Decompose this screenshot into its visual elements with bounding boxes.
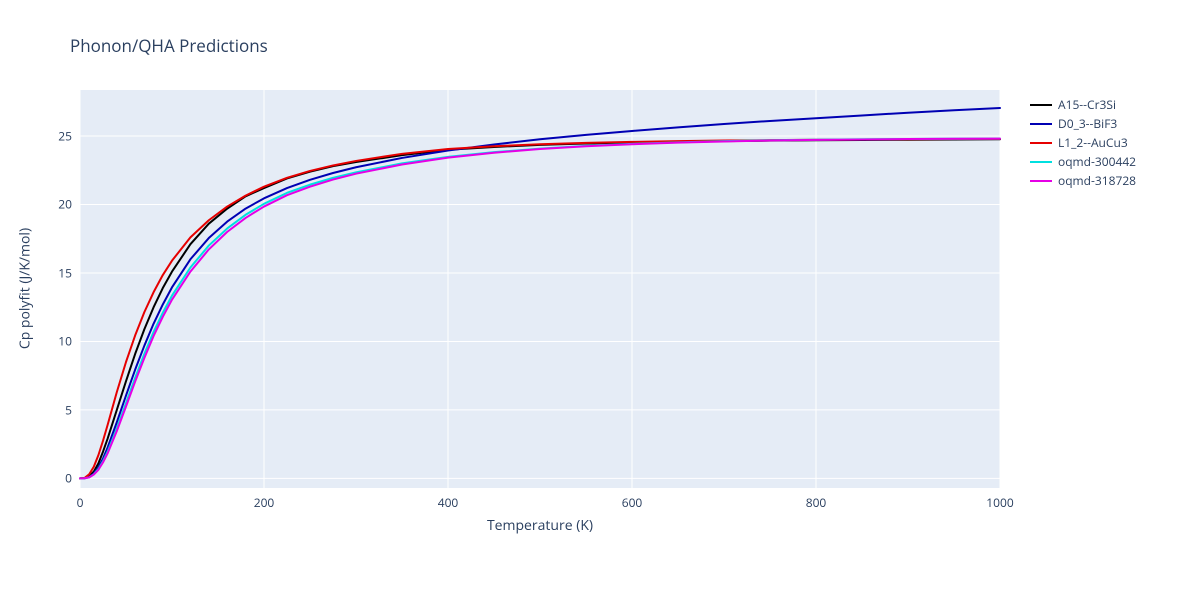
x-tick-label: 1000 — [986, 494, 1013, 511]
x-tick-label: 800 — [806, 494, 827, 511]
legend-label: L1_2--AuCu3 — [1058, 134, 1128, 151]
legend-item[interactable]: L1_2--AuCu3 — [1030, 133, 1136, 152]
legend-swatch — [1030, 180, 1052, 182]
y-tick-label: 5 — [32, 401, 72, 418]
legend-label: oqmd-318728 — [1058, 172, 1136, 189]
x-tick-label: 600 — [622, 494, 643, 511]
legend-item[interactable]: A15--Cr3Si — [1030, 95, 1136, 114]
legend-label: oqmd-300442 — [1058, 153, 1136, 170]
y-axis-label: Cp polyfit (J/K/mol) — [16, 90, 35, 488]
x-tick-label: 400 — [438, 494, 459, 511]
legend-item[interactable]: oqmd-318728 — [1030, 171, 1136, 190]
legend[interactable]: A15--Cr3Si D0_3--BiF3 L1_2--AuCu3 oqmd-3004… — [1030, 95, 1136, 190]
series-line[interactable] — [80, 139, 1000, 478]
y-tick-label: 15 — [32, 264, 72, 281]
legend-item[interactable]: oqmd-300442 — [1030, 152, 1136, 171]
y-tick-label: 0 — [32, 470, 72, 487]
x-axis-label: Temperature (K) — [80, 516, 1000, 535]
chart-title: Phonon/QHA Predictions — [70, 34, 268, 57]
series-line[interactable] — [80, 139, 1000, 479]
x-tick-label: 0 — [77, 494, 84, 511]
legend-swatch — [1030, 142, 1052, 144]
legend-swatch — [1030, 123, 1052, 125]
series-line[interactable] — [80, 108, 1000, 478]
legend-label: A15--Cr3Si — [1058, 96, 1116, 113]
plot-area[interactable] — [80, 90, 1000, 488]
y-tick-label: 20 — [32, 196, 72, 213]
legend-swatch — [1030, 104, 1052, 106]
plot-svg — [80, 90, 1000, 488]
series-line[interactable] — [80, 139, 1000, 479]
legend-item[interactable]: D0_3--BiF3 — [1030, 114, 1136, 133]
series-line[interactable] — [80, 139, 1000, 479]
legend-swatch — [1030, 161, 1052, 163]
y-tick-label: 25 — [32, 128, 72, 145]
y-tick-label: 10 — [32, 333, 72, 350]
chart-container: { "chart": { "type": "line", "title": "P… — [0, 0, 1200, 600]
x-tick-label: 200 — [254, 494, 275, 511]
legend-label: D0_3--BiF3 — [1058, 115, 1117, 132]
